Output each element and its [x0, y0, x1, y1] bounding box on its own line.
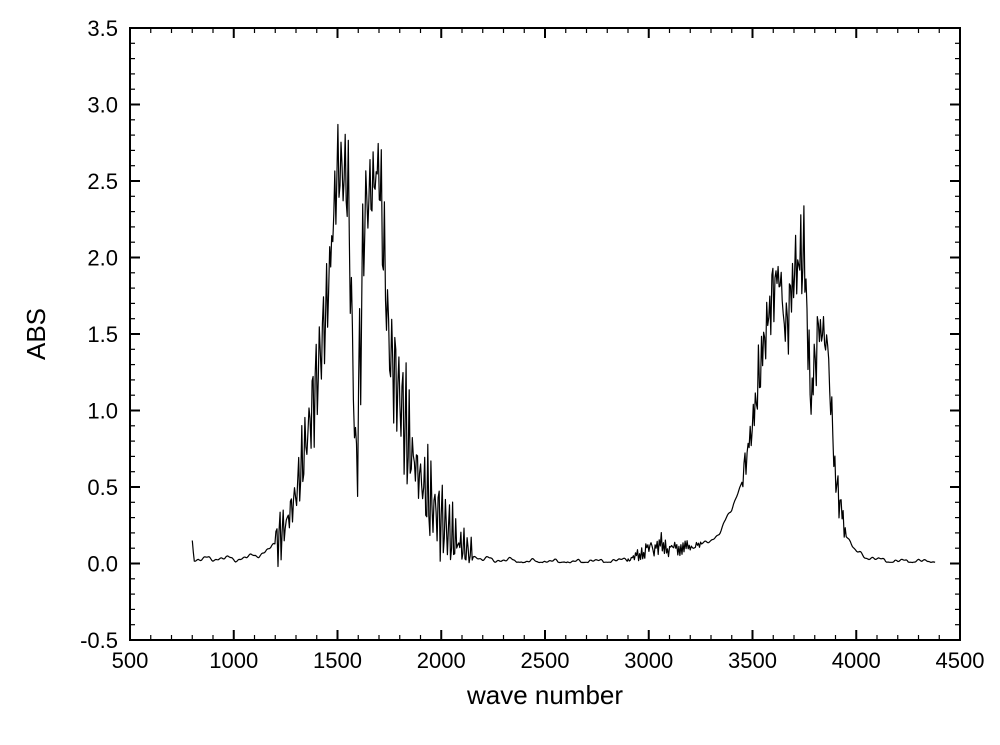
ticks-group	[130, 28, 960, 640]
chart-svg: 50010001500200025003000350040004500-0.50…	[0, 0, 1000, 745]
y-tick-label: 0.0	[87, 552, 118, 577]
y-tick-label: 2.0	[87, 246, 118, 271]
x-tick-label: 3000	[624, 648, 673, 673]
x-tick-label: 1000	[209, 648, 258, 673]
y-tick-label: -0.5	[80, 628, 118, 653]
labels-group: 50010001500200025003000350040004500-0.50…	[80, 16, 984, 673]
y-tick-label: 0.5	[87, 475, 118, 500]
y-tick-label: 3.5	[87, 16, 118, 41]
x-tick-label: 2000	[417, 648, 466, 673]
y-tick-label: 2.5	[87, 169, 118, 194]
x-tick-label: 3500	[728, 648, 777, 673]
y-axis-label: ABS	[21, 308, 51, 360]
axes-group	[130, 28, 960, 640]
spectrum-chart: 50010001500200025003000350040004500-0.50…	[0, 0, 1000, 745]
x-tick-label: 4500	[936, 648, 985, 673]
x-tick-label: 1500	[313, 648, 362, 673]
y-tick-label: 3.0	[87, 93, 118, 118]
x-axis-label: wave number	[466, 680, 623, 710]
spectrum-line	[192, 125, 935, 567]
x-tick-label: 4000	[832, 648, 881, 673]
y-tick-label: 1.5	[87, 322, 118, 347]
y-tick-label: 1.0	[87, 399, 118, 424]
plot-group	[192, 125, 935, 567]
x-tick-label: 2500	[521, 648, 570, 673]
